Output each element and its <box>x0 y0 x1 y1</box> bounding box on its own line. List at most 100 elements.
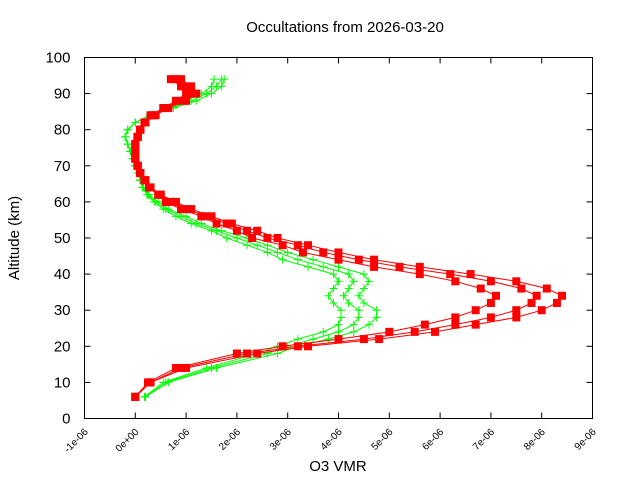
data-point <box>293 241 302 250</box>
data-point <box>177 75 186 84</box>
data-point <box>182 82 191 91</box>
data-point <box>420 320 429 329</box>
x-tick-label: -1e-06 <box>62 427 91 456</box>
data-point <box>278 342 287 351</box>
y-tick-label: 70 <box>54 158 71 175</box>
y-tick-label: 10 <box>54 374 71 391</box>
data-point <box>192 96 201 105</box>
data-point <box>486 277 495 286</box>
data-point <box>466 270 475 279</box>
data-point <box>131 140 140 149</box>
data-point <box>273 234 282 242</box>
data-point <box>415 270 424 279</box>
data-point <box>207 89 216 98</box>
data-point <box>304 241 313 250</box>
data-point <box>140 118 149 127</box>
data-point <box>182 96 191 105</box>
data-point <box>471 306 480 315</box>
y-tick-label: 100 <box>45 50 70 67</box>
data-point <box>304 262 313 271</box>
x-tick-label: 1e-06 <box>166 427 192 453</box>
data-point <box>486 298 495 307</box>
data-point <box>319 327 328 336</box>
data-point <box>344 270 353 279</box>
data-point <box>164 104 173 113</box>
x-axis-label: O3 VMR <box>309 458 367 475</box>
data-point <box>278 255 287 264</box>
profile-line <box>134 78 563 398</box>
data-point <box>273 248 282 257</box>
data-point <box>253 349 262 358</box>
data-point <box>293 342 302 351</box>
data-point <box>131 392 140 401</box>
data-point <box>227 219 236 228</box>
data-point <box>263 248 272 257</box>
data-point <box>123 140 132 149</box>
data-point <box>166 75 175 84</box>
data-point <box>334 320 343 329</box>
data-point <box>207 212 216 221</box>
data-point <box>171 197 180 206</box>
data-point <box>410 327 419 336</box>
data-point <box>133 132 142 141</box>
data-point <box>145 183 154 192</box>
data-point <box>329 298 338 307</box>
data-point <box>131 147 140 156</box>
data-point <box>278 241 287 250</box>
data-point <box>349 327 358 336</box>
data-point <box>552 298 561 307</box>
data-point <box>446 270 455 279</box>
data-point <box>370 262 379 271</box>
data-point <box>451 320 460 329</box>
data-point <box>197 219 206 228</box>
data-point <box>558 291 567 300</box>
data-point <box>187 89 196 98</box>
y-tick-label: 40 <box>54 266 71 283</box>
y-tick-label: 30 <box>54 302 71 319</box>
data-point <box>293 335 302 344</box>
data-point <box>161 197 170 206</box>
data-point <box>232 349 241 358</box>
profile-line <box>124 78 360 398</box>
y-tick-label: 20 <box>54 338 71 355</box>
data-point <box>210 75 219 84</box>
data-point <box>263 241 272 250</box>
data-point <box>395 262 404 271</box>
data-point <box>324 335 333 344</box>
data-point <box>329 284 338 293</box>
data-point <box>222 234 231 242</box>
data-point <box>304 342 313 351</box>
data-point <box>344 298 353 307</box>
data-point <box>177 363 186 372</box>
data-point <box>385 327 394 336</box>
data-point <box>177 96 186 105</box>
data-point <box>283 248 292 257</box>
data-point <box>517 284 526 293</box>
data-point <box>372 313 381 322</box>
data-point <box>486 313 495 322</box>
data-point <box>220 75 229 84</box>
data-point <box>197 212 206 221</box>
data-point <box>334 255 343 264</box>
profile-line <box>134 78 538 398</box>
data-point <box>309 255 318 264</box>
data-point <box>135 125 144 134</box>
x-tick-label: 5e-06 <box>370 427 396 453</box>
data-point <box>532 291 541 300</box>
data-point <box>222 219 231 228</box>
data-point <box>431 327 440 336</box>
data-point <box>334 335 343 344</box>
data-point <box>542 284 551 293</box>
data-point <box>123 125 132 134</box>
data-point <box>451 277 460 286</box>
data-point <box>253 241 262 250</box>
data-point <box>140 176 149 185</box>
data-point <box>192 89 201 98</box>
data-point <box>359 284 368 293</box>
data-point <box>359 298 368 307</box>
data-point <box>217 226 226 235</box>
data-point <box>375 335 384 344</box>
data-point <box>159 104 168 113</box>
data-point <box>142 190 151 199</box>
